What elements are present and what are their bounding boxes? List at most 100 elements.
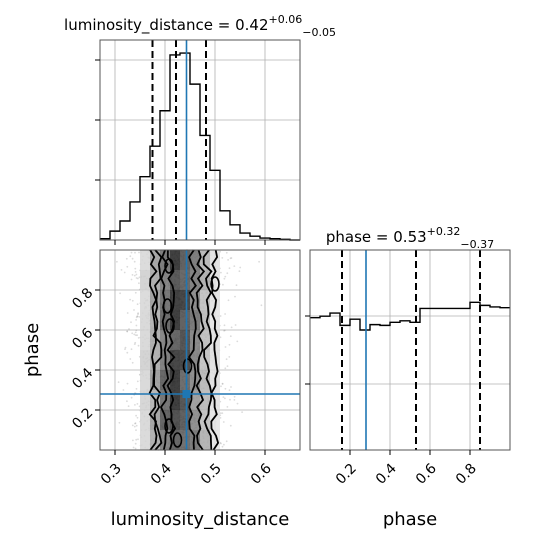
scatter-point bbox=[130, 321, 132, 324]
density-cell bbox=[150, 350, 160, 370]
density-cell bbox=[200, 290, 210, 310]
scatter-point bbox=[126, 265, 129, 268]
scatter-point bbox=[134, 251, 136, 254]
scatter-point bbox=[222, 283, 224, 286]
histogram-luminosity-distance bbox=[100, 52, 300, 241]
scatter-point bbox=[224, 275, 227, 278]
density-cell bbox=[170, 370, 180, 390]
density-cell bbox=[190, 410, 200, 430]
density-cell bbox=[200, 330, 210, 350]
scatter-point bbox=[221, 382, 224, 385]
scatter-point bbox=[134, 422, 137, 425]
scatter-point bbox=[134, 271, 137, 273]
scatter-point bbox=[138, 282, 140, 285]
scatter-point bbox=[135, 319, 138, 321]
contour-island bbox=[164, 418, 174, 434]
title-ld-equals: = bbox=[213, 16, 235, 34]
density-cell bbox=[140, 370, 150, 390]
scatter-point bbox=[230, 257, 233, 259]
scatter-point bbox=[138, 316, 141, 318]
scatter-point bbox=[225, 358, 228, 361]
scatter-point bbox=[135, 277, 138, 279]
ytick-label-phase: 0.8 bbox=[69, 285, 96, 312]
contour-line bbox=[202, 249, 213, 451]
scatter-point bbox=[136, 334, 139, 337]
scatter-point bbox=[226, 406, 229, 408]
scatter-point bbox=[228, 356, 231, 358]
scatter-point bbox=[222, 396, 225, 398]
scatter-point bbox=[135, 424, 138, 427]
scatter-point bbox=[124, 348, 126, 350]
scatter-point bbox=[219, 417, 222, 419]
density-cell bbox=[180, 310, 190, 330]
scatter-point bbox=[131, 299, 134, 302]
density-cell bbox=[140, 430, 150, 450]
scatter-point bbox=[133, 309, 135, 311]
density-cell bbox=[180, 270, 190, 290]
scatter-point bbox=[133, 343, 136, 345]
scatter-point bbox=[131, 274, 134, 276]
scatter-point bbox=[220, 442, 222, 445]
scatter-point bbox=[131, 257, 134, 260]
scatter-point bbox=[229, 335, 232, 338]
title-luminosity-distance: luminosity_distance = 0.42+0.06−0.05 bbox=[64, 13, 336, 39]
xtick-label-phase: 0.6 bbox=[413, 461, 440, 488]
density-cell bbox=[180, 430, 190, 450]
contour-line bbox=[159, 249, 170, 451]
scatter-point bbox=[133, 274, 136, 277]
contour-line bbox=[148, 249, 158, 451]
scatter-point bbox=[129, 298, 132, 301]
scatter-point bbox=[138, 276, 141, 279]
contour-island bbox=[182, 358, 193, 374]
scatter-point bbox=[241, 411, 244, 413]
density-cell bbox=[170, 330, 180, 350]
title-ld-name: luminosity_distance bbox=[64, 16, 213, 35]
density-cell bbox=[200, 430, 210, 450]
title-ld-plus: +0.06 bbox=[269, 13, 303, 26]
scatter-point bbox=[135, 438, 138, 441]
scatter-point bbox=[233, 265, 236, 267]
scatter-point bbox=[128, 328, 130, 330]
density-cell bbox=[170, 350, 180, 370]
scatter-point bbox=[223, 329, 226, 332]
scatter-point bbox=[133, 333, 136, 336]
scatter-point bbox=[131, 332, 134, 335]
density-cell bbox=[180, 370, 190, 390]
scatter-point bbox=[219, 336, 222, 339]
density-cell bbox=[180, 290, 190, 310]
scatter-point bbox=[219, 315, 222, 317]
scatter-point bbox=[126, 330, 129, 333]
scatter-point bbox=[236, 402, 239, 405]
density-cell bbox=[210, 430, 220, 450]
scatter-point bbox=[224, 313, 227, 315]
scatter-point bbox=[223, 443, 225, 446]
scatter-point bbox=[135, 388, 138, 390]
scatter-point bbox=[125, 257, 128, 260]
title-ld-median: 0.42 bbox=[235, 16, 268, 34]
scatter-point bbox=[119, 292, 121, 295]
scatter-point bbox=[235, 284, 238, 287]
scatter-point bbox=[233, 399, 236, 401]
scatter-point bbox=[130, 348, 133, 351]
title-phase-name: phase bbox=[326, 228, 371, 246]
ytick-label-phase: 0.6 bbox=[69, 325, 96, 352]
scatter-point bbox=[221, 445, 224, 448]
density-cell bbox=[190, 250, 200, 270]
tick-labels: 0.3 0.4 0.5 0.6 0.2 0.4 0.6 0.8 0.2 0.4 0.6 0.8 bbox=[69, 285, 480, 488]
density-cell bbox=[180, 250, 190, 270]
scatter-point bbox=[260, 304, 263, 307]
scatter-point bbox=[234, 324, 237, 326]
scatter-point bbox=[228, 343, 231, 346]
contour-line bbox=[210, 249, 220, 451]
density-cell bbox=[140, 290, 150, 310]
contour-line bbox=[152, 249, 163, 451]
density-cell bbox=[200, 370, 210, 390]
axes-frames bbox=[99, 39, 511, 451]
contour-island bbox=[162, 298, 173, 314]
title-phase-median: 0.53 bbox=[393, 228, 426, 246]
density-cell bbox=[210, 270, 220, 290]
density-cell bbox=[160, 330, 170, 350]
contour-island bbox=[172, 432, 183, 448]
scatter-point bbox=[228, 389, 231, 392]
